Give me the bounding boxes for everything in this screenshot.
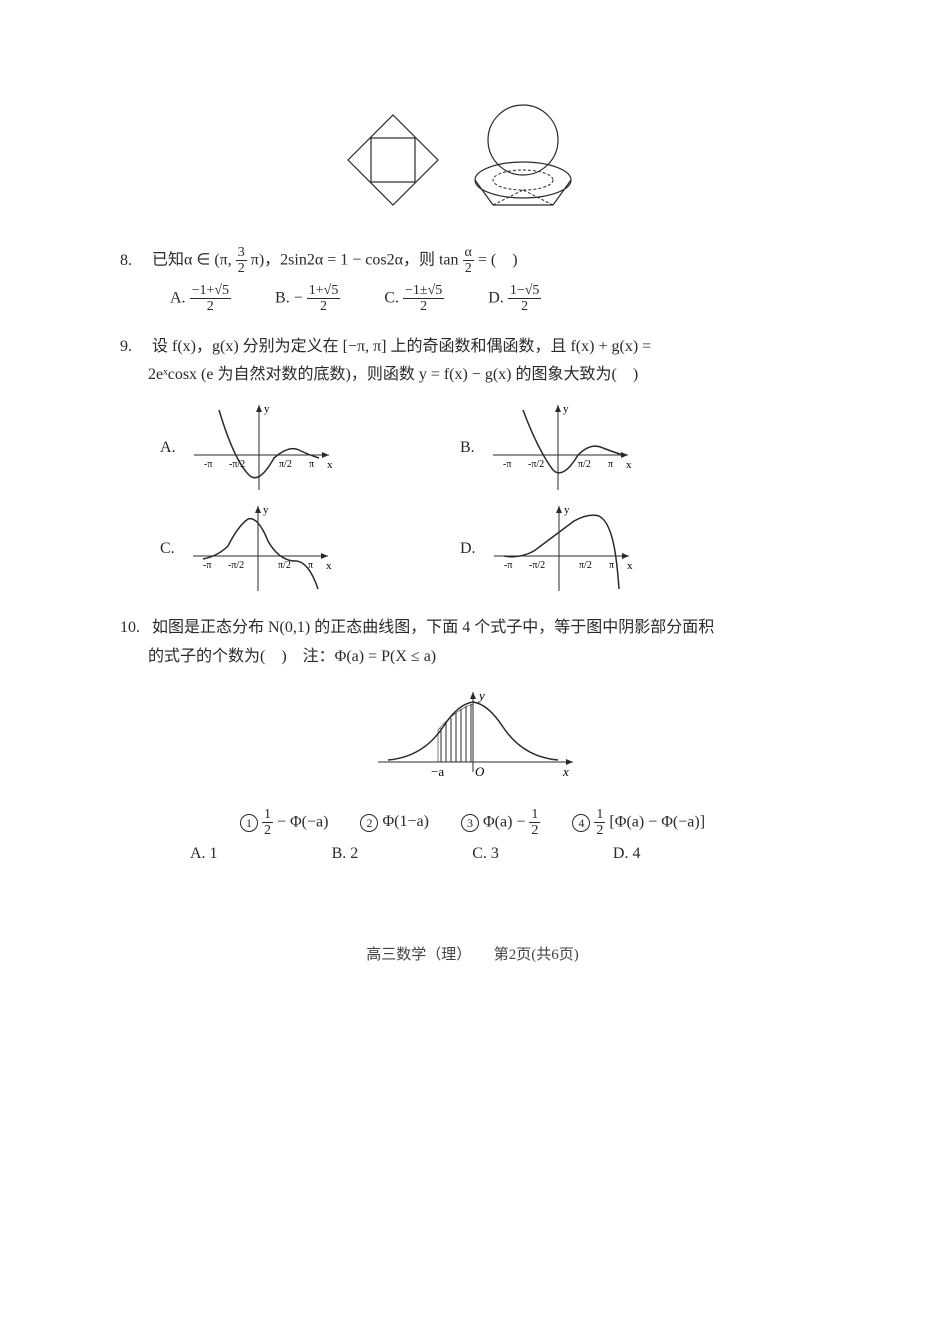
q9-cell-d: D. x y -π -π/2 π/2 π <box>460 501 760 596</box>
question-10: 10. 如图是正态分布 N(0,1) 的正态曲线图，下面 4 个式子中，等于图中… <box>120 614 825 672</box>
svg-text:π/2: π/2 <box>279 459 292 470</box>
q9-line2: 2eˣcosx (e 为自然对数的底数)，则函数 y = f(x) − g(x)… <box>148 366 638 383</box>
label-x: x <box>562 764 569 779</box>
q10-expr-1: 1 12 − Φ(−a) <box>240 807 329 839</box>
q8-frac2: α2 <box>463 245 474 277</box>
q9-label-b: B. <box>460 439 475 457</box>
svg-text:-π: -π <box>204 459 212 470</box>
q8-text-b: π)，2sin2α = 1 − cos2α，则 tan <box>251 252 459 269</box>
q8-opt-d: D. 1−√52 <box>488 283 541 315</box>
graph-b-icon: x y -π -π/2 π/2 π <box>483 400 633 495</box>
q9-number: 9. <box>120 333 148 362</box>
svg-text:π: π <box>609 560 614 571</box>
label-y: y <box>477 688 485 703</box>
q8-options: A. −1+√52 B. − 1+√52 C. −1±√52 D. 1−√52 <box>170 283 825 315</box>
q9-row-cd: C. x y -π -π/2 π/2 π D. x <box>160 501 825 596</box>
svg-text:π/2: π/2 <box>278 560 291 571</box>
question-9: 9. 设 f(x)，g(x) 分别为定义在 [−π, π] 上的奇函数和偶函数，… <box>120 333 825 391</box>
q10-opt-b: B. 2 <box>332 845 359 863</box>
question-8: 8. 已知α ∈ (π, 32 π)，2sin2α = 1 − cos2α，则 … <box>120 245 825 315</box>
svg-text:y: y <box>264 403 270 415</box>
q8-opt-c: C. −1±√52 <box>384 283 444 315</box>
q9-label-a: A. <box>160 439 176 457</box>
q10-options: A. 1 B. 2 C. 3 D. 4 <box>190 845 825 863</box>
svg-text:-π: -π <box>504 560 512 571</box>
svg-text:x: x <box>327 459 333 471</box>
svg-text:y: y <box>263 504 269 516</box>
graph-c-icon: x y -π -π/2 π/2 π <box>183 501 333 596</box>
svg-text:x: x <box>626 459 632 471</box>
q8-opt-b: B. − 1+√52 <box>275 283 340 315</box>
q8-frac1: 32 <box>236 245 247 277</box>
svg-text:π: π <box>309 459 314 470</box>
svg-text:-π: -π <box>503 459 511 470</box>
q9-cell-b: B. x y -π -π/2 π/2 π <box>460 400 760 495</box>
svg-text:-π/2: -π/2 <box>528 459 544 470</box>
graph-d-icon: x y -π -π/2 π/2 π <box>484 501 634 596</box>
svg-text:x: x <box>627 560 633 572</box>
q10-expr-2: 2 Φ(1−a) <box>360 813 428 831</box>
q9-row-ab: A. x y -π -π/2 π/2 π B. x <box>160 400 825 495</box>
svg-text:-π/2: -π/2 <box>228 560 244 571</box>
svg-text:-π/2: -π/2 <box>529 560 545 571</box>
page-footer: 高三数学（理） 第2页(共6页) <box>120 943 825 964</box>
q10-line2: 的式子的个数为( ) 注：Φ(a) = P(X ≤ a) <box>148 648 436 665</box>
q9-cell-a: A. x y -π -π/2 π/2 π <box>160 400 460 495</box>
label-o: O <box>475 764 485 779</box>
q10-opt-d: D. 4 <box>613 845 641 863</box>
q8-number: 8. <box>120 247 148 276</box>
q9-cell-c: C. x y -π -π/2 π/2 π <box>160 501 460 596</box>
q10-number: 10. <box>120 614 148 643</box>
svg-text:y: y <box>564 504 570 516</box>
graph-a-icon: x y -π -π/2 π/2 π <box>184 400 334 495</box>
svg-text:x: x <box>326 560 332 572</box>
q9-line1: 设 f(x)，g(x) 分别为定义在 [−π, π] 上的奇函数和偶函数，且 f… <box>152 338 651 355</box>
svg-text:π/2: π/2 <box>578 459 591 470</box>
q10-line1: 如图是正态分布 N(0,1) 的正态曲线图，下面 4 个式子中，等于图中阴影部分… <box>152 619 714 636</box>
q8-opt-a: A. −1+√52 <box>170 283 231 315</box>
q10-opt-c: C. 3 <box>472 845 499 863</box>
q10-expr-4: 4 12 [Φ(a) − Φ(−a)] <box>572 807 705 839</box>
svg-text:y: y <box>563 403 569 415</box>
geometry-icon <box>333 100 613 220</box>
q8-text-c: = ( ) <box>478 252 518 269</box>
normal-curve-icon: −a O x y <box>363 682 583 792</box>
q9-label-c: C. <box>160 540 175 558</box>
q10-expressions: 1 12 − Φ(−a) 2 Φ(1−a) 3 Φ(a) − 12 4 12 [… <box>120 807 825 839</box>
svg-text:-π: -π <box>203 560 211 571</box>
q10-expr-3: 3 Φ(a) − 12 <box>461 807 540 839</box>
svg-text:π: π <box>608 459 613 470</box>
q9-label-d: D. <box>460 540 476 558</box>
q8-text-a: 已知α ∈ (π, <box>152 252 236 269</box>
label-neg-a: −a <box>431 764 444 779</box>
q10-opt-a: A. 1 <box>190 845 218 863</box>
svg-text:π/2: π/2 <box>579 560 592 571</box>
top-figure <box>120 100 825 225</box>
q10-figure: −a O x y <box>120 682 825 797</box>
